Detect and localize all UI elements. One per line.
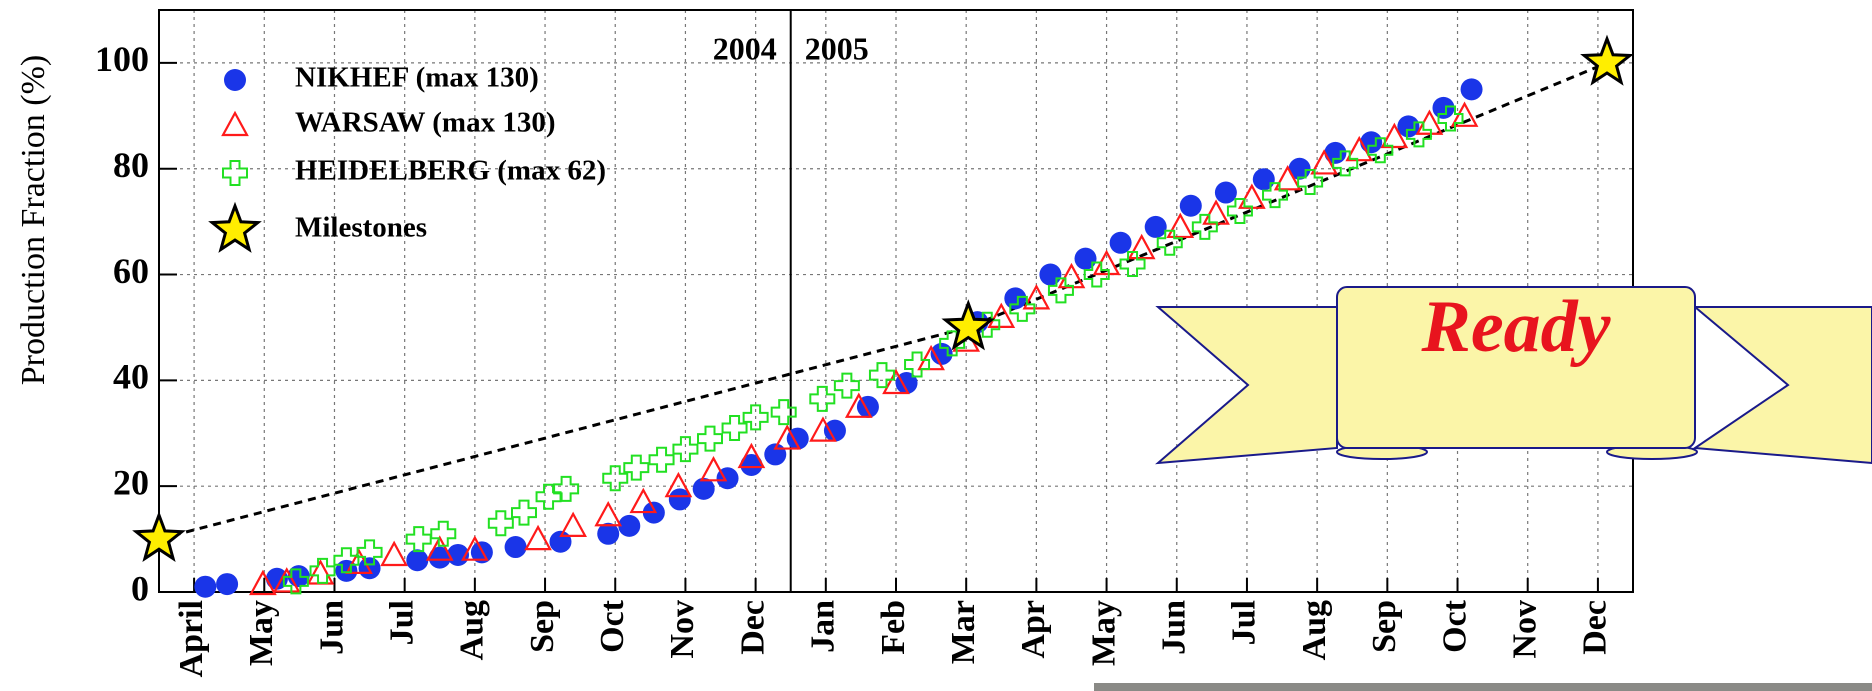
data-point <box>1180 195 1202 217</box>
y-tick-label: 20 <box>113 462 149 502</box>
data-point <box>835 374 859 398</box>
legend-label: NIKHEF (max 130) <box>295 62 539 94</box>
data-point <box>1168 215 1192 237</box>
x-tick-label: Nov <box>1507 600 1544 659</box>
x-tick-label: Jun <box>313 600 350 655</box>
x-tick-label: May <box>1085 600 1122 666</box>
data-point <box>772 400 796 424</box>
x-tick-label: Mar <box>945 600 982 664</box>
data-point <box>810 387 834 411</box>
data-point <box>650 448 674 472</box>
legend-marker <box>212 206 258 249</box>
data-point <box>1193 215 1217 239</box>
data-point <box>1039 264 1061 286</box>
x-tick-label: April <box>173 600 210 677</box>
banner-text: Ready <box>1420 286 1611 368</box>
data-point <box>335 560 357 582</box>
legend-label: Milestones <box>295 212 427 244</box>
data-point <box>505 536 527 558</box>
x-tick-label: Aug <box>1296 600 1333 660</box>
x-tick-label: Nov <box>664 600 701 659</box>
data-point <box>194 576 216 598</box>
data-point <box>1360 131 1382 153</box>
banner-tail <box>1158 307 1337 463</box>
legend-marker <box>224 69 246 91</box>
data-point <box>308 561 332 583</box>
data-point <box>382 543 406 565</box>
x-tick-label: Jul <box>1226 600 1263 645</box>
banner-tail <box>1695 307 1872 463</box>
y-tick-label: 80 <box>113 145 149 185</box>
legend-marker <box>223 113 247 135</box>
year-label: 2005 <box>805 30 869 66</box>
y-tick-label: 100 <box>95 39 149 79</box>
data-point <box>1324 142 1346 164</box>
year-label: 2004 <box>713 30 777 66</box>
data-point <box>1145 216 1167 238</box>
legend-marker <box>223 161 247 185</box>
data-point <box>1059 265 1083 287</box>
x-tick-label: Apr <box>1015 600 1052 659</box>
x-tick-label: Jun <box>1156 600 1193 655</box>
data-point <box>407 527 431 551</box>
data-point <box>1461 78 1483 100</box>
data-point <box>1432 97 1454 119</box>
legend-label: HEIDELBERG (max 62) <box>295 155 606 187</box>
data-point <box>406 549 428 571</box>
x-tick-label: Dec <box>734 600 771 655</box>
y-tick-label: 40 <box>113 357 149 397</box>
x-tick-label: Aug <box>454 600 491 660</box>
x-tick-label: Oct <box>1436 599 1473 653</box>
data-point <box>1004 287 1026 309</box>
milestone <box>946 304 992 347</box>
photo-strip <box>1094 683 1872 691</box>
data-point <box>698 427 722 451</box>
x-tick-label: Dec <box>1577 600 1614 655</box>
x-tick-label: Jan <box>805 600 842 653</box>
data-point <box>526 527 550 549</box>
chart: Production Fraction (%) 0 20 40 60 80 100 Apri… <box>0 0 1872 691</box>
data-point <box>1215 182 1237 204</box>
data-point <box>549 531 571 553</box>
data-point <box>673 437 697 461</box>
y-tick-label: 0 <box>131 568 149 608</box>
page: {"chart_data": { "type": "scatter", "y_l… <box>0 0 1872 691</box>
data-point <box>554 477 578 501</box>
data-point <box>489 511 513 535</box>
x-tick-label: Jul <box>383 600 420 645</box>
x-tick-label: Sep <box>1366 600 1403 653</box>
data-point <box>537 485 561 509</box>
data-point <box>1110 232 1132 254</box>
x-tick-label: Sep <box>524 600 561 653</box>
x-tick-label: Oct <box>594 599 631 653</box>
y-tick-label: 60 <box>113 251 149 291</box>
x-tick-label: Feb <box>875 600 912 655</box>
y-axis-label: Production Fraction (%) <box>15 55 52 386</box>
milestone <box>1584 39 1630 82</box>
data-point <box>596 503 620 525</box>
data-point <box>216 573 238 595</box>
data-point <box>1204 202 1228 224</box>
x-tick-label: May <box>243 600 280 666</box>
legend-label: WARSAW (max 130) <box>295 107 555 139</box>
data-point <box>512 501 536 525</box>
ready-banner: Ready <box>1158 286 1872 463</box>
